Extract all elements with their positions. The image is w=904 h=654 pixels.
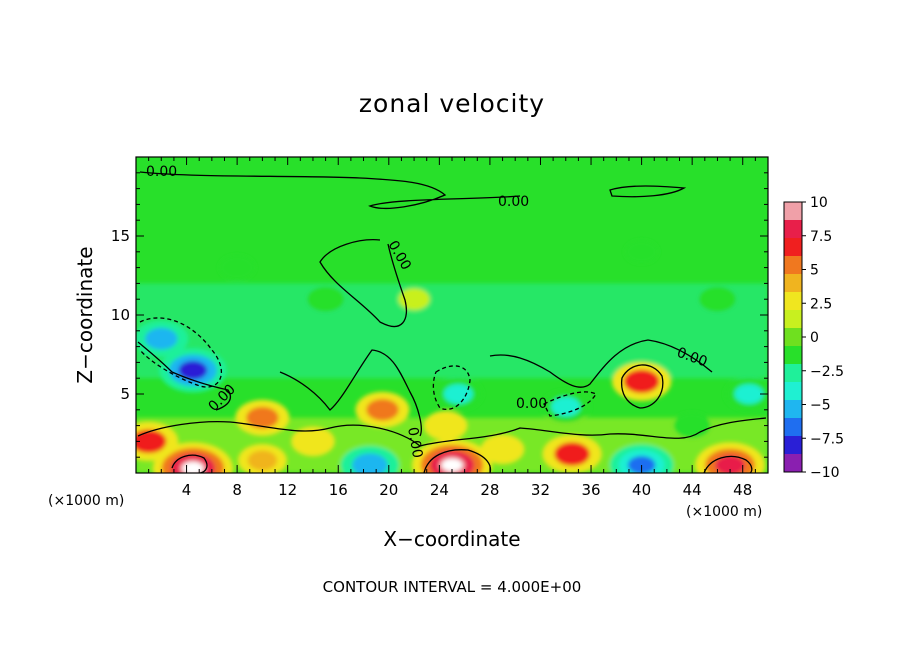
colorbar-ticks: 10 7.5 5 2.5 0 −2.5 −5 −7.5 −10 xyxy=(802,195,844,481)
colorbar-tick-label: −5 xyxy=(810,398,831,414)
contour-zero-left xyxy=(137,341,231,411)
field-feature xyxy=(443,384,473,404)
colorbar-tick-label: 5 xyxy=(810,263,819,279)
x-tick-label: 40 xyxy=(632,481,651,499)
contour-label: 0.00 xyxy=(404,426,425,459)
contour-zero-top-loop xyxy=(609,185,687,198)
field-feature xyxy=(247,450,278,471)
colorbar: 10 7.5 5 2.5 0 −2.5 −5 −7.5 −10 xyxy=(783,195,844,481)
y-tick-label: 15 xyxy=(111,227,130,245)
contour-zero-top xyxy=(139,171,521,209)
band-lower-mid xyxy=(136,283,768,379)
y-axis-label: Z−coordinate xyxy=(73,246,97,383)
colorbar-tick-label: −10 xyxy=(810,465,840,481)
field-feature-peak xyxy=(182,462,203,473)
field-feature xyxy=(698,286,737,313)
chart-title: zonal velocity xyxy=(359,89,545,118)
colorbar-tick-label: 0 xyxy=(810,330,819,346)
field-feature-peak xyxy=(442,459,462,472)
field-feature xyxy=(627,456,656,473)
field-feature xyxy=(480,434,525,465)
field-feature xyxy=(352,453,388,473)
contour-label: 0.00 xyxy=(516,396,547,412)
x-ticks: 4 8 12 16 20 24 28 32 36 40 44 48 xyxy=(148,157,756,499)
field-features xyxy=(136,240,768,473)
x-tick-label: 36 xyxy=(581,481,600,499)
contour-label: 0.00 xyxy=(146,164,177,180)
x-tick-label: 44 xyxy=(683,481,702,499)
contour-lines xyxy=(137,171,767,473)
field-feature xyxy=(551,396,581,417)
contour-dashed-center xyxy=(432,365,471,410)
x-tick-label: 12 xyxy=(278,481,297,499)
colorbar-tick-label: −7.5 xyxy=(810,431,844,447)
field-feature xyxy=(178,360,208,380)
field-feature xyxy=(625,240,659,264)
x-tick-label: 28 xyxy=(480,481,499,499)
x-tick-label: 20 xyxy=(379,481,398,499)
contour-dashed-left xyxy=(139,317,222,388)
field-feature xyxy=(246,406,279,429)
x-axis-label: X−coordinate xyxy=(383,527,520,551)
field-feature xyxy=(623,369,660,394)
field-feature xyxy=(672,412,712,439)
field-feature xyxy=(291,426,335,457)
contour-interval-label: CONTOUR INTERVAL = 4.000E+00 xyxy=(323,578,582,596)
x-unit-right: (×1000 m) xyxy=(686,504,762,520)
field-feature xyxy=(136,429,167,454)
colorbar-tick-label: 7.5 xyxy=(810,229,832,245)
x-unit-left: (×1000 m) xyxy=(48,493,124,509)
colorbar-gradient xyxy=(783,201,803,473)
x-tick-label: 24 xyxy=(430,481,449,499)
colorbar-tick-label: 2.5 xyxy=(810,296,832,312)
y-ticks: 5 10 15 xyxy=(111,172,768,458)
contour-zero-bottom xyxy=(137,417,767,447)
x-tick-label: 32 xyxy=(531,481,550,499)
field-feature xyxy=(398,287,431,311)
x-tick-label: 4 xyxy=(182,481,192,499)
y-tick-label: 5 xyxy=(120,385,130,403)
contour-highval-left xyxy=(171,454,208,473)
field-feature xyxy=(715,455,745,473)
x-tick-label: 16 xyxy=(329,481,348,499)
field-feature xyxy=(306,286,345,313)
colorbar-tick-label: −2.5 xyxy=(810,364,844,380)
colorbar-tick-label: 10 xyxy=(810,195,828,211)
plot-area: 0.000.000.000.000.00 0.000.00 4 8 12 16 20 24 2… xyxy=(111,156,769,499)
x-tick-label: 48 xyxy=(733,481,752,499)
x-tick-label: 8 xyxy=(232,481,242,499)
field-feature xyxy=(366,399,399,421)
contour-label: 0.00 xyxy=(498,194,529,210)
field-feature xyxy=(145,327,178,350)
contour-zero-mid xyxy=(319,239,407,328)
field-feature xyxy=(734,384,764,404)
field-feature xyxy=(219,255,256,280)
y-tick-label: 10 xyxy=(111,306,130,324)
contour-positive-right xyxy=(620,364,664,409)
field-feature xyxy=(554,442,590,466)
contour-highval-right xyxy=(703,455,753,473)
contour-zero-center xyxy=(279,349,422,437)
contour-zero-center2 xyxy=(489,339,713,388)
field-feature xyxy=(423,410,468,441)
